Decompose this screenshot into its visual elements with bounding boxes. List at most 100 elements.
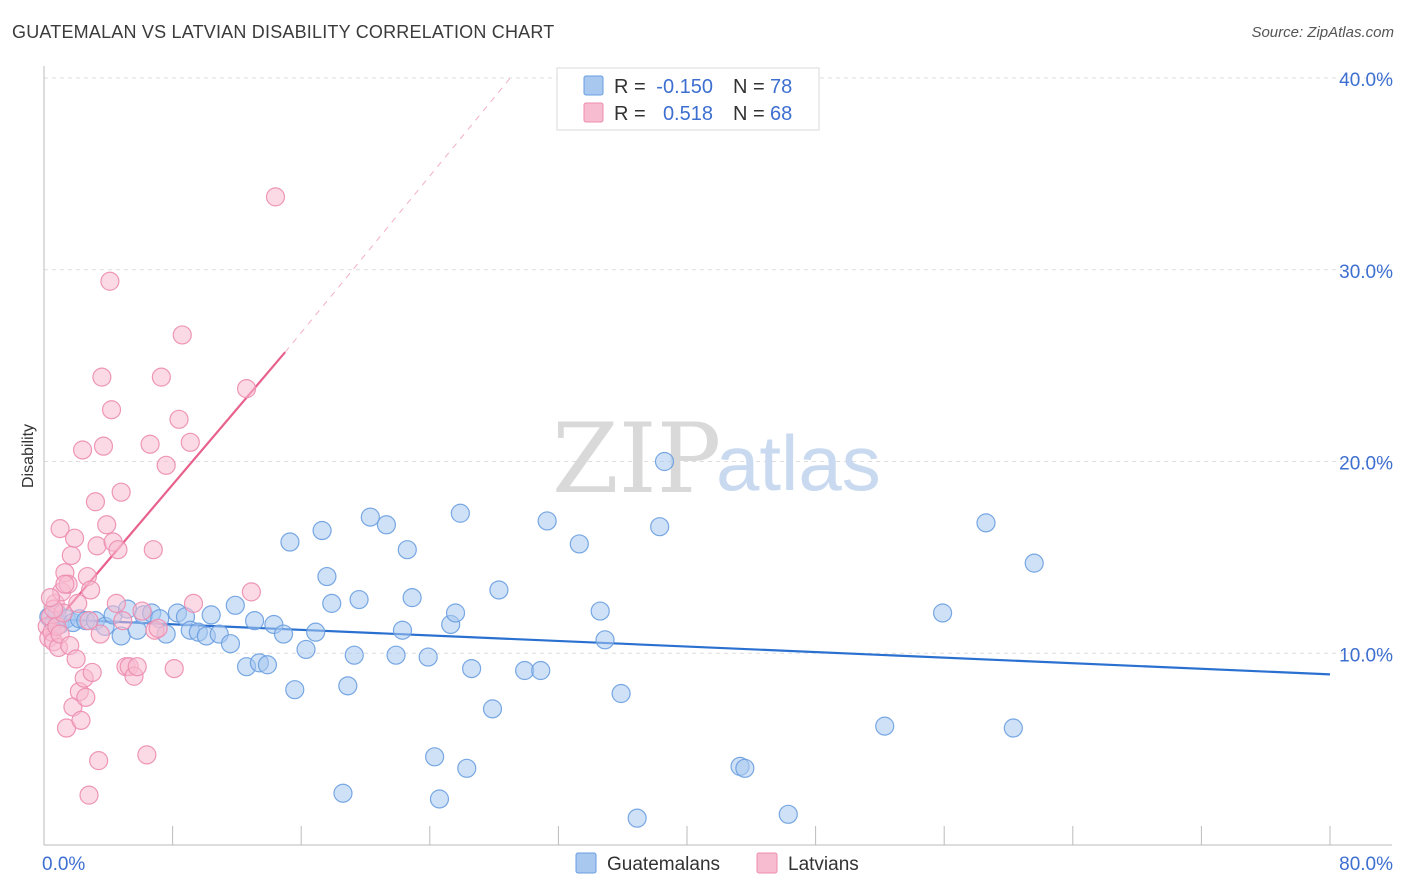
point-latvians: [265, 187, 286, 207]
y-tick-label-10: 10.0%: [1339, 645, 1393, 666]
point-latvians: [172, 325, 192, 345]
point-latvians: [108, 540, 128, 560]
y-tick-label-20: 20.0%: [1339, 454, 1393, 475]
point-latvians: [127, 657, 147, 677]
point-guatemalans: [244, 611, 265, 631]
point-guatemalans: [457, 758, 477, 778]
data-points: [37, 187, 1044, 828]
point-latvians: [101, 400, 122, 420]
point-guatemalans: [225, 595, 245, 615]
point-guatemalans: [569, 534, 589, 554]
point-guatemalans: [397, 540, 417, 560]
point-latvians: [68, 593, 88, 613]
point-guatemalans: [627, 808, 647, 828]
point-guatemalans: [425, 747, 445, 767]
point-latvians: [148, 618, 168, 638]
tick-labels: 10.0% 20.0% 30.0% 40.0% 0.0% 80.0%: [42, 70, 1393, 875]
point-latvians: [64, 528, 85, 548]
bottom-legend-swatch-guatemalans: [575, 852, 597, 874]
watermark-atlas: atlas: [716, 419, 881, 507]
axes: [43, 66, 1392, 846]
point-latvians: [61, 545, 81, 566]
point-latvians: [72, 440, 93, 460]
point-guatemalans: [735, 758, 755, 778]
point-latvians: [151, 367, 171, 387]
point-latvians: [50, 519, 70, 539]
watermark: ZIP atlas: [552, 403, 881, 515]
legend-r-value-latvians: 0.518: [663, 103, 713, 125]
legend-r-label-guatemalans: R =: [614, 76, 646, 98]
point-latvians: [76, 687, 96, 707]
point-guatemalans: [257, 655, 278, 675]
chart-title: GUATEMALAN VS LATVIAN DISABILITY CORRELA…: [12, 22, 555, 42]
point-latvians: [89, 751, 109, 771]
point-guatemalans: [418, 647, 438, 667]
y-axis-label: Disability: [20, 424, 37, 488]
point-latvians: [87, 536, 107, 556]
point-guatemalans: [386, 645, 406, 665]
point-guatemalans: [932, 603, 953, 623]
point-guatemalans: [392, 620, 413, 640]
point-guatemalans: [537, 511, 557, 531]
point-guatemalans: [273, 624, 294, 644]
legend-r-label-latvians: R =: [614, 103, 646, 125]
point-latvians: [40, 588, 61, 608]
y-tick-label-40: 40.0%: [1339, 70, 1393, 91]
chart-source: Source: ZipAtlas.com: [1251, 24, 1394, 41]
stats-legend: R = -0.150 N = 78 R = 0.518 N = 68: [556, 67, 820, 131]
point-latvians: [79, 611, 99, 631]
legend-swatch-guatemalans: [583, 75, 604, 96]
legend-n-value-latvians: 68: [770, 103, 792, 125]
point-guatemalans: [402, 588, 422, 608]
point-latvians: [82, 662, 102, 683]
point-guatemalans: [360, 507, 380, 527]
bottom-legend-swatch-latvians: [756, 852, 778, 874]
point-latvians: [164, 658, 184, 679]
point-guatemalans: [344, 645, 364, 665]
point-guatemalans: [1024, 553, 1044, 573]
legend-n-label-latvians: N =: [733, 103, 765, 125]
point-guatemalans: [461, 658, 482, 679]
point-latvians: [111, 482, 131, 502]
point-guatemalans: [976, 513, 996, 533]
point-guatemalans: [280, 532, 300, 552]
point-guatemalans: [338, 676, 358, 696]
point-guatemalans: [654, 451, 675, 472]
point-guatemalans: [482, 699, 503, 719]
point-latvians: [97, 515, 117, 535]
point-guatemalans: [1003, 718, 1023, 738]
point-guatemalans: [429, 789, 450, 809]
point-guatemalans: [650, 517, 670, 537]
point-latvians: [137, 745, 157, 765]
point-guatemalans: [875, 716, 895, 736]
point-guatemalans: [611, 683, 631, 704]
trend-lines: [43, 73, 1331, 676]
legend-r-value-guatemalans: -0.150: [656, 76, 713, 98]
point-guatemalans: [349, 589, 369, 610]
point-latvians: [100, 271, 120, 291]
point-latvians: [85, 492, 106, 512]
point-latvians: [241, 582, 261, 602]
trend-extension-latvians: [284, 73, 514, 353]
point-latvians: [180, 432, 200, 452]
point-guatemalans: [317, 566, 337, 587]
point-guatemalans: [778, 804, 798, 824]
point-guatemalans: [489, 580, 509, 600]
point-latvians: [81, 580, 101, 600]
point-guatemalans: [322, 593, 342, 613]
point-guatemalans: [296, 639, 316, 660]
point-latvians: [236, 379, 257, 399]
point-guatemalans: [285, 680, 305, 700]
legend-n-value-guatemalans: 78: [770, 76, 792, 98]
legend-swatch-latvians: [583, 102, 604, 123]
bottom-legend-label-guatemalans: Guatemalans: [607, 854, 720, 875]
bottom-legend-label-latvians: Latvians: [788, 854, 859, 875]
x-tick-label-min: 0.0%: [42, 854, 85, 875]
point-latvians: [79, 785, 99, 805]
point-guatemalans: [595, 630, 615, 650]
point-guatemalans: [312, 520, 332, 541]
point-latvians: [113, 611, 133, 631]
point-latvians: [132, 601, 152, 621]
watermark-zip: ZIP: [552, 403, 721, 515]
